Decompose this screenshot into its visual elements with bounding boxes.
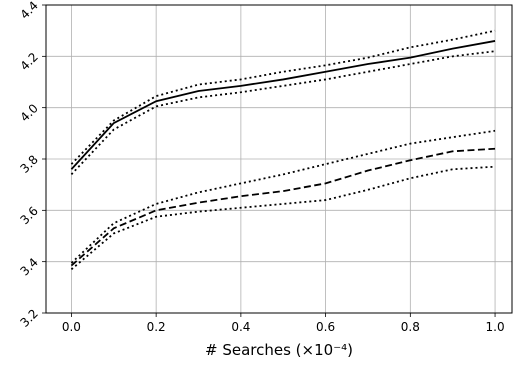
y-tick-label: 3.2 (17, 306, 40, 329)
y-tick-label: 4.2 (17, 50, 40, 73)
series-line-dashed-3 (70, 147, 496, 267)
axis-ticks: 0.0 0.2 0.4 0.6 0.8 1.0 3.2 3.4 3.6 3.8 4.0 4.2 4.4 (17, 0, 504, 334)
x-tick-label: 0.8 (401, 320, 420, 334)
plot-frame (45, 4, 513, 314)
y-tick-label: 3.8 (17, 152, 40, 175)
x-tick-label: 0.4 (231, 320, 250, 334)
x-tick-label: 0.2 (147, 320, 166, 334)
series-line-dotted-1 (70, 29, 496, 165)
y-tick-label: 4.4 (17, 0, 40, 22)
y-tick-label: 3.4 (17, 255, 40, 278)
x-axis-label: # Searches (×10⁻⁴) (205, 341, 353, 359)
y-tick-label: 3.6 (17, 204, 40, 227)
y-tick-label: 4.0 (17, 101, 40, 124)
series-lines (70, 29, 496, 271)
x-tick-label: 0.6 (316, 320, 335, 334)
series-line-dotted-4 (70, 129, 496, 264)
x-tick-label: 1.0 (486, 320, 505, 334)
series-line-solid-0 (70, 40, 496, 170)
series-line-dotted-5 (70, 165, 496, 271)
x-tick-label: 0.0 (62, 320, 81, 334)
